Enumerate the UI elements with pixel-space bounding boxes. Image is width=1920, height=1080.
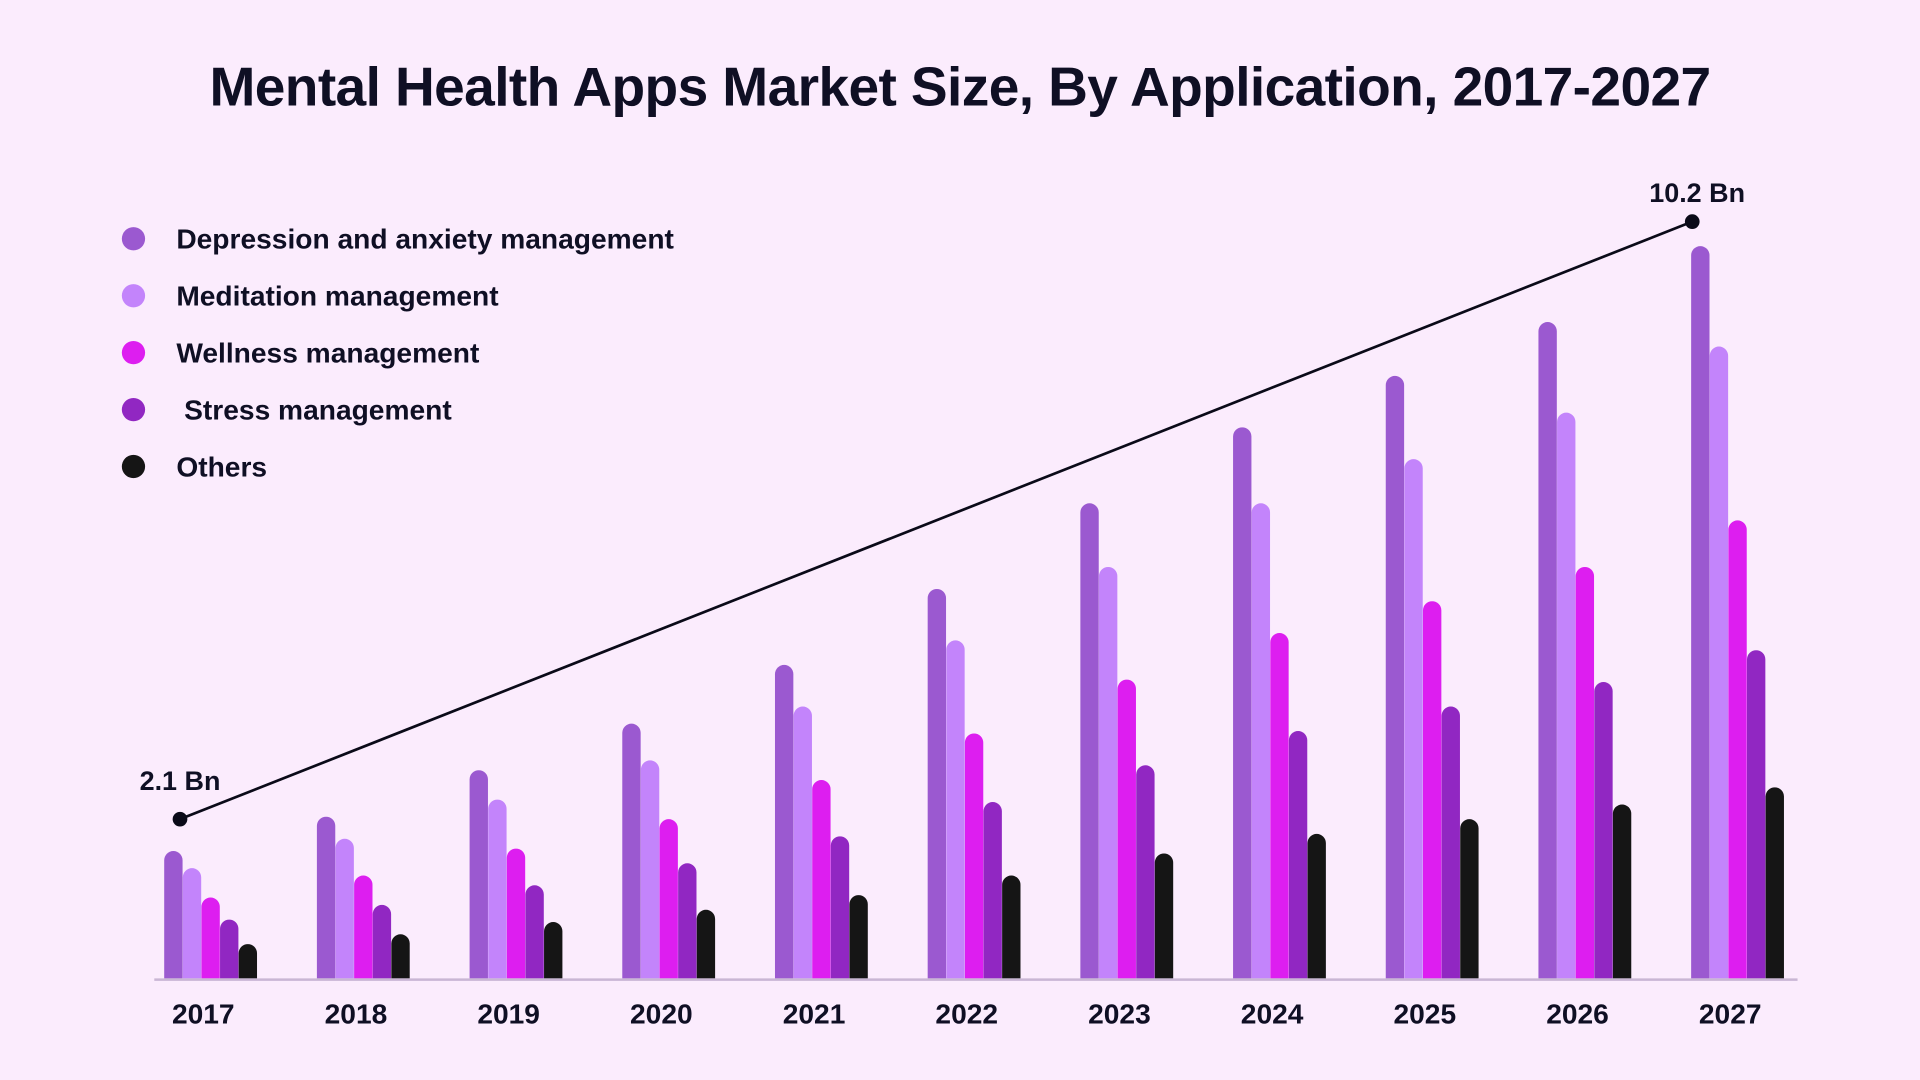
- trend-end-dot: [1684, 214, 1700, 229]
- bar: [1538, 322, 1557, 979]
- bar: [164, 851, 183, 979]
- bar: [830, 836, 850, 979]
- bar-group-2027: [1691, 246, 1784, 979]
- x-tick-label: 2017: [172, 999, 235, 1030]
- x-tick-label: 2025: [1393, 999, 1456, 1030]
- bar: [201, 897, 220, 979]
- bar: [354, 875, 373, 979]
- legend-label: Depression and anxiety management: [176, 224, 674, 255]
- bar: [793, 706, 812, 979]
- bar: [220, 919, 239, 979]
- x-tick-label: 2020: [630, 999, 693, 1030]
- legend-label: Meditation management: [176, 281, 499, 312]
- legend-label: Wellness management: [176, 337, 480, 368]
- bar: [1251, 503, 1271, 979]
- x-tick-label: 2023: [1088, 999, 1151, 1030]
- bar: [1557, 412, 1576, 979]
- legend-label: Stress management: [176, 394, 452, 425]
- bar: [622, 723, 641, 979]
- bar: [640, 760, 660, 979]
- x-tick-label: 2022: [935, 999, 998, 1030]
- bar: [1136, 765, 1155, 979]
- trend-line: [179, 220, 1693, 821]
- legend-marker: [121, 397, 146, 422]
- bar: [1441, 706, 1460, 979]
- legend-marker: [121, 284, 146, 308]
- bar: [1080, 503, 1099, 979]
- x-tick-label: 2018: [325, 999, 388, 1030]
- bar: [1404, 459, 1423, 979]
- bar: [335, 838, 354, 979]
- bar-group-2025: [1385, 375, 1479, 979]
- bar: [1098, 566, 1118, 979]
- trend-start-dot: [172, 811, 188, 827]
- bar-group-2022: [927, 588, 1021, 979]
- bar: [774, 664, 794, 979]
- legend-marker: [121, 227, 146, 251]
- bar: [182, 868, 202, 979]
- bar-group-2020: [622, 723, 716, 979]
- trend-end-label: 10.2 Bn: [1649, 178, 1745, 208]
- bar: [1612, 804, 1632, 979]
- x-tick-label: 2019: [477, 999, 540, 1030]
- legend-marker: [121, 341, 146, 365]
- x-tick-label: 2027: [1699, 999, 1762, 1030]
- chart-title: Mental Health Apps Market Size, By Appli…: [209, 55, 1710, 117]
- bar: [659, 819, 678, 979]
- bar: [469, 770, 488, 979]
- legend: Depression and anxiety management Meditat…: [121, 224, 675, 482]
- bar-group-2019: [469, 770, 563, 979]
- bar: [983, 802, 1002, 979]
- x-tick-label: 2021: [783, 999, 846, 1030]
- bar: [678, 863, 697, 979]
- bar: [1154, 853, 1174, 979]
- x-tick-labels: 2017 2018 2019 2020 2021 2022 2023 2024 2025 2026…: [172, 999, 1762, 1030]
- bar-group-2026: [1538, 322, 1632, 979]
- bar: [696, 909, 716, 979]
- bar: [1422, 601, 1442, 979]
- bar: [1288, 731, 1308, 979]
- trend-annotation: 2.1 Bn 10.2 Bn: [140, 178, 1745, 827]
- bar: [812, 780, 831, 979]
- bar: [1117, 679, 1136, 979]
- bar: [946, 640, 965, 979]
- bar: [1575, 566, 1595, 979]
- bars: [164, 246, 1784, 979]
- legend-label: Others: [176, 451, 267, 482]
- bar: [1270, 633, 1289, 979]
- bar-group-2023: [1080, 503, 1174, 979]
- bar: [964, 733, 984, 979]
- bar: [1307, 833, 1326, 979]
- bar: [1002, 875, 1021, 979]
- bar: [927, 588, 947, 979]
- bar: [1691, 246, 1710, 979]
- bar-group-2021: [774, 664, 868, 979]
- bar: [372, 904, 392, 979]
- bar: [1385, 375, 1405, 979]
- bar: [1460, 819, 1479, 979]
- bar: [391, 934, 410, 979]
- bar: [1233, 427, 1252, 979]
- x-tick-label: 2026: [1546, 999, 1609, 1030]
- bar-group-2018: [316, 816, 410, 979]
- bar-group-2017: [164, 851, 258, 979]
- bar: [525, 885, 544, 979]
- bar-group-2024: [1233, 427, 1326, 979]
- trend-start-label: 2.1 Bn: [140, 766, 221, 796]
- bar: [1765, 787, 1784, 979]
- legend-marker: [121, 454, 146, 479]
- bar: [488, 799, 507, 979]
- bar: [849, 895, 868, 979]
- bar: [316, 816, 336, 979]
- x-tick-label: 2024: [1241, 999, 1304, 1030]
- bar: [1594, 682, 1613, 979]
- bar: [238, 944, 258, 979]
- bar: [544, 922, 563, 979]
- bar: [1709, 346, 1729, 979]
- bar: [506, 848, 526, 979]
- bar: [1746, 650, 1766, 979]
- bar: [1728, 520, 1747, 979]
